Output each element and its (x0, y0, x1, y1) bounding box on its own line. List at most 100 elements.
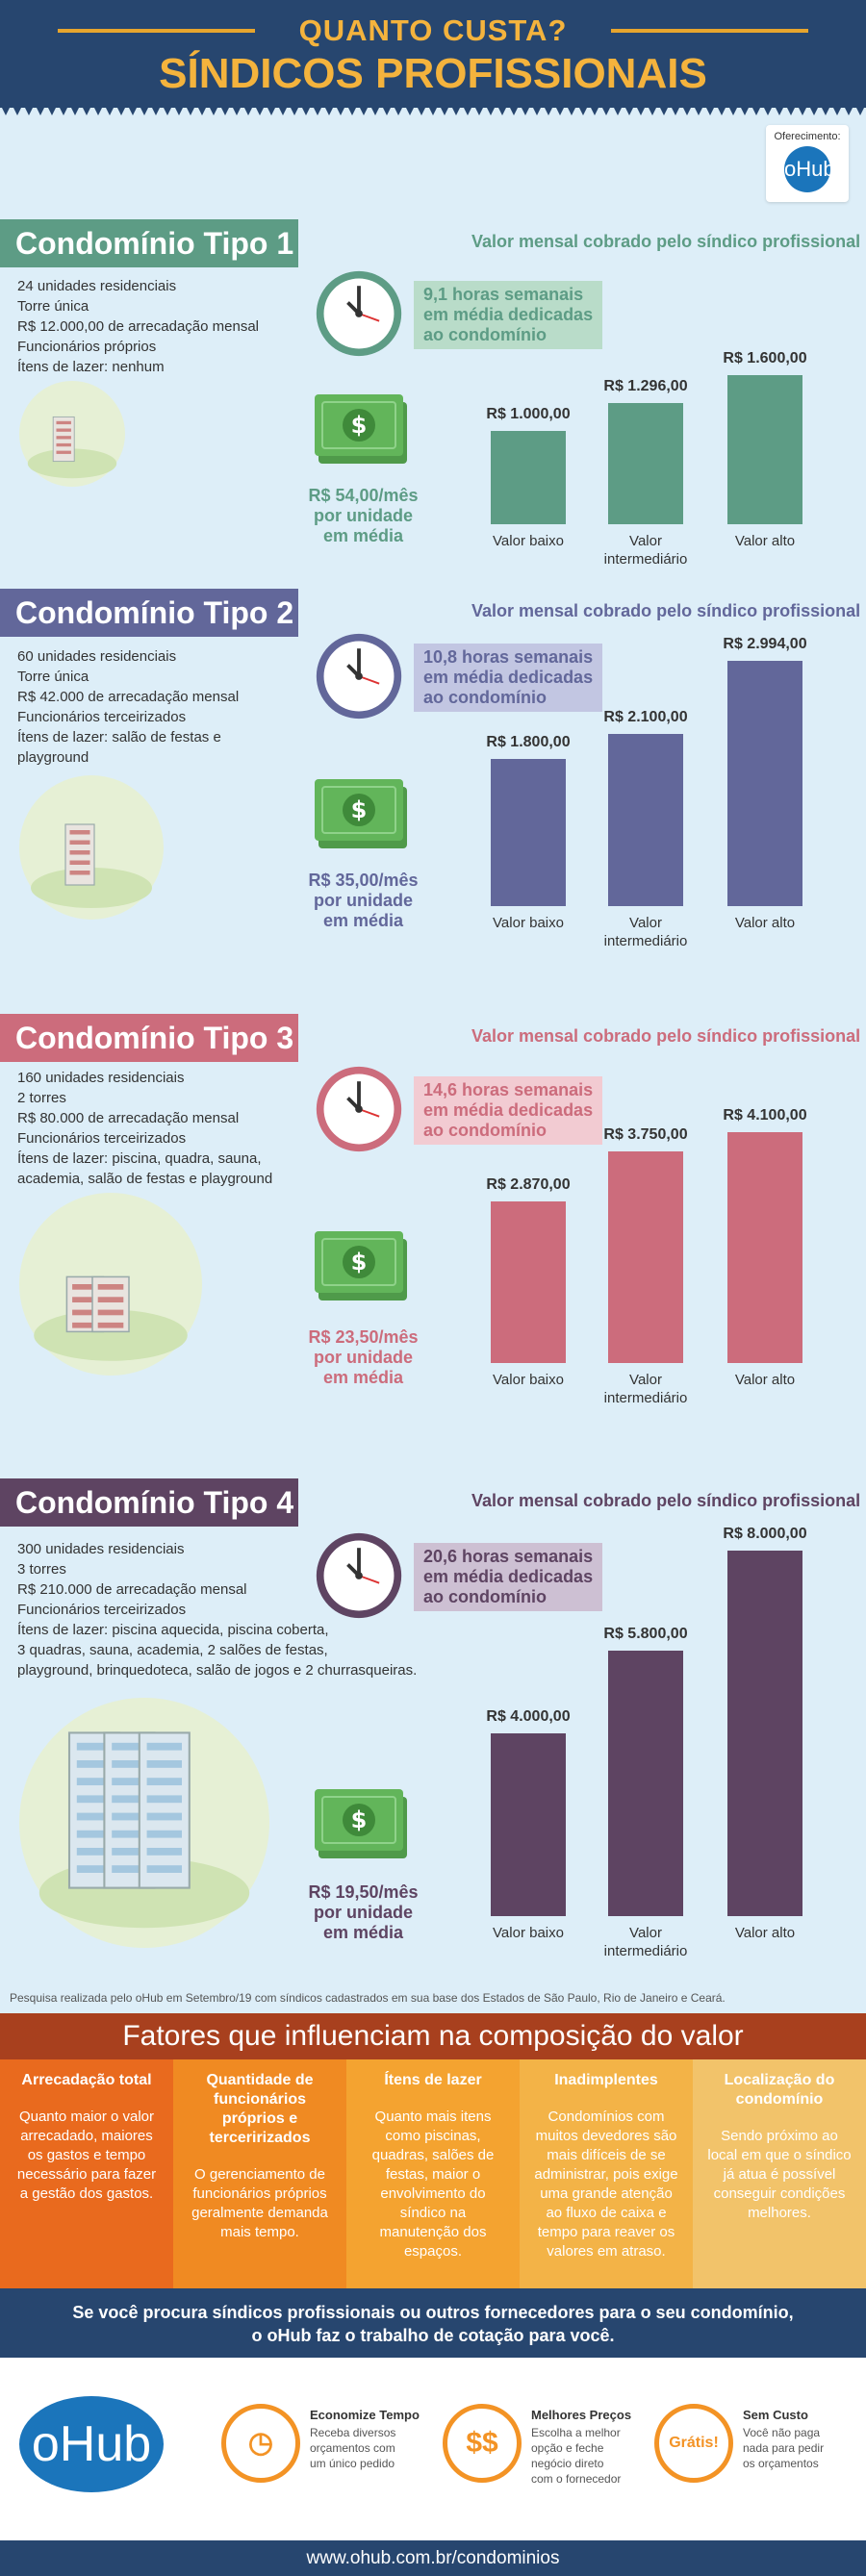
factor-description: Condomínios com muitos devedores são mai… (534, 2109, 678, 2260)
hours-callout: 20,6 horas semanais em média dedicadas ao c… (414, 1543, 603, 1611)
spec-line: 60 unidades residenciais (17, 648, 177, 665)
condo-specs: 60 unidades residenciais Torre única R$ 42… (17, 646, 239, 768)
svg-text:$: $ (351, 796, 368, 823)
bar-mid (608, 403, 683, 524)
cta-line-2: o oHub faz o trabalho de cotação para vo… (251, 2326, 615, 2345)
sponsor-badge[interactable]: Oferecimento: oHub (766, 125, 849, 202)
bar-category-label: Valor intermediário (603, 915, 688, 949)
condo-specs: 300 unidades residenciais 3 torres R$ 210.… (17, 1539, 417, 1680)
hours-unit: semanais (514, 647, 594, 667)
feature-line: Você não paga (743, 2426, 821, 2439)
svg-text:$: $ (351, 1806, 368, 1833)
footer-link[interactable]: www.ohub.com.br/condominios (0, 2540, 866, 2576)
feature-line: nada para pedir (743, 2441, 825, 2455)
factor-column: Quantidade de funcionários próprios e te… (173, 2059, 346, 2288)
bar-category-label: Valor intermediário (603, 1925, 688, 1959)
feature-line: os orçamentos (743, 2457, 819, 2470)
building-illustration (19, 1193, 202, 1376)
condo-specs: 24 unidades residenciais Torre única R$ 12… (17, 276, 259, 377)
bar-value-label: R$ 4.000,00 (486, 1708, 571, 1725)
section-title: Condomínio Tipo 4 (0, 1478, 298, 1527)
price-per-unit: R$ 35,00/mês por unidade em média (289, 871, 438, 931)
hours-line-2: em média dedicadas (423, 1567, 594, 1586)
bar-low (491, 1201, 566, 1363)
bar-value-label: R$ 2.994,00 (723, 636, 807, 652)
price-unit: por unidade (314, 1903, 413, 1922)
factor-description: Quanto maior o valor arrecadado, maiores… (16, 2109, 157, 2202)
section-title: Condomínio Tipo 2 (0, 589, 298, 637)
bar-value-label: R$ 1.296,00 (603, 378, 688, 394)
factors-title: Fatores que influenciam na composição do… (0, 2013, 866, 2059)
feature-line: orçamentos com (310, 2441, 395, 2455)
hours-line-3: ao condomínio (423, 688, 547, 707)
price-unit: por unidade (314, 1348, 413, 1367)
spec-line: R$ 210.000 de arrecadação mensal (17, 1581, 247, 1598)
feature-description: Você não paga nada para pedir os orçamento… (743, 2425, 824, 2471)
spec-line: academia, salão de festas e playground (17, 1171, 273, 1187)
dollar-icon: $$ (443, 2404, 522, 2483)
hours-line-1: 9,1 horas semanais (423, 285, 593, 305)
header: QUANTO CUSTA? SÍNDICOS PROFISSIONAIS (0, 0, 866, 108)
spec-line: Funcionários terceirizados (17, 709, 187, 725)
feature-title: Sem Custo (743, 2408, 808, 2422)
price-value: R$ 35,00/mês (308, 871, 419, 890)
condo-specs: 160 unidades residenciais 2 torres R$ 80.0… (17, 1068, 272, 1189)
price-per-unit: R$ 23,50/mês por unidade em média (289, 1327, 438, 1388)
price-note: em média (322, 526, 404, 545)
bar-category-label: Valor intermediário (603, 533, 688, 568)
bar-category-label: Valor alto (734, 1925, 796, 1941)
bar-low (491, 431, 566, 524)
price-note: em média (322, 1923, 404, 1942)
hours-line-2: em média dedicadas (423, 305, 594, 324)
spec-line: Funcionários próprios (17, 339, 157, 355)
factor-title: Ítens de lazer (384, 2072, 482, 2088)
factor-column: Ítens de lazer Quanto mais itens como pis… (346, 2059, 520, 2288)
factor-description: Sendo próximo ao local em que o síndico … (707, 2128, 852, 2221)
bar-value-label: R$ 1.600,00 (723, 350, 807, 366)
free-badge-icon: Grátis! (654, 2404, 733, 2483)
feature-line: Escolha a melhor (531, 2426, 621, 2439)
factor-description: Quanto mais itens como piscinas, quadras… (371, 2109, 495, 2260)
section-title: Condomínio Tipo 3 (0, 1014, 298, 1062)
bar-value-label: R$ 2.870,00 (486, 1176, 571, 1193)
bar-category-label: Valor baixo (493, 915, 564, 931)
clock-icon: ◷ (221, 2404, 300, 2483)
feature-line: negócio direto (531, 2457, 604, 2470)
money-bill-icon: $ (313, 1780, 411, 1877)
spec-line: Torre única (17, 669, 89, 685)
factor-column: Localização do condomínio Sendo próximo a… (693, 2059, 866, 2288)
spec-line: Funcionários terceirizados (17, 1130, 187, 1147)
price-value: R$ 23,50/mês (308, 1327, 419, 1347)
hours-unit: semanais (514, 1080, 594, 1099)
header-title: SÍNDICOS PROFISSIONAIS (159, 50, 707, 97)
call-to-action: Se você procura síndicos profissionais o… (0, 2288, 866, 2358)
spec-line: Ítens de lazer: piscina aquecida, piscin… (17, 1622, 329, 1638)
bar-mid (608, 1151, 683, 1363)
hours-line-3: ao condomínio (423, 1587, 547, 1606)
price-note: em média (322, 911, 404, 930)
spec-line: playground (17, 749, 89, 766)
header-supertitle: QUANTO CUSTA? (298, 13, 568, 47)
bar-value-label: R$ 1.000,00 (486, 406, 571, 422)
building-illustration (19, 381, 125, 487)
spec-line: 3 torres (17, 1561, 66, 1578)
hours-unit: semanais (504, 285, 584, 304)
clock-icon (313, 267, 405, 365)
price-per-unit: R$ 54,00/mês por unidade em média (289, 486, 438, 546)
bar-value-label: R$ 5.800,00 (603, 1626, 688, 1642)
bar-value-label: R$ 2.100,00 (603, 709, 688, 725)
spec-line: Ítens de lazer: nenhum (17, 359, 165, 375)
spec-line: Funcionários terceirizados (17, 1602, 187, 1618)
feature-description: Escolha a melhor opção e feche negócio dir… (531, 2425, 621, 2487)
factor-column: Arrecadação total Quanto maior o valor ar… (0, 2059, 173, 2288)
header-rule-right (611, 29, 808, 33)
factor-title: Arrecadação total (21, 2072, 152, 2088)
bar-value-label: R$ 4.100,00 (723, 1107, 807, 1124)
spec-line: 160 unidades residenciais (17, 1070, 185, 1086)
ohub-logo-large[interactable]: oHub (19, 2396, 164, 2492)
spec-line: 2 torres (17, 1090, 66, 1106)
price-unit: por unidade (314, 506, 413, 525)
building-illustration (19, 775, 164, 920)
section-title: Condomínio Tipo 1 (0, 219, 298, 267)
hours-line-1: 14,6 horas semanais (423, 1080, 593, 1100)
